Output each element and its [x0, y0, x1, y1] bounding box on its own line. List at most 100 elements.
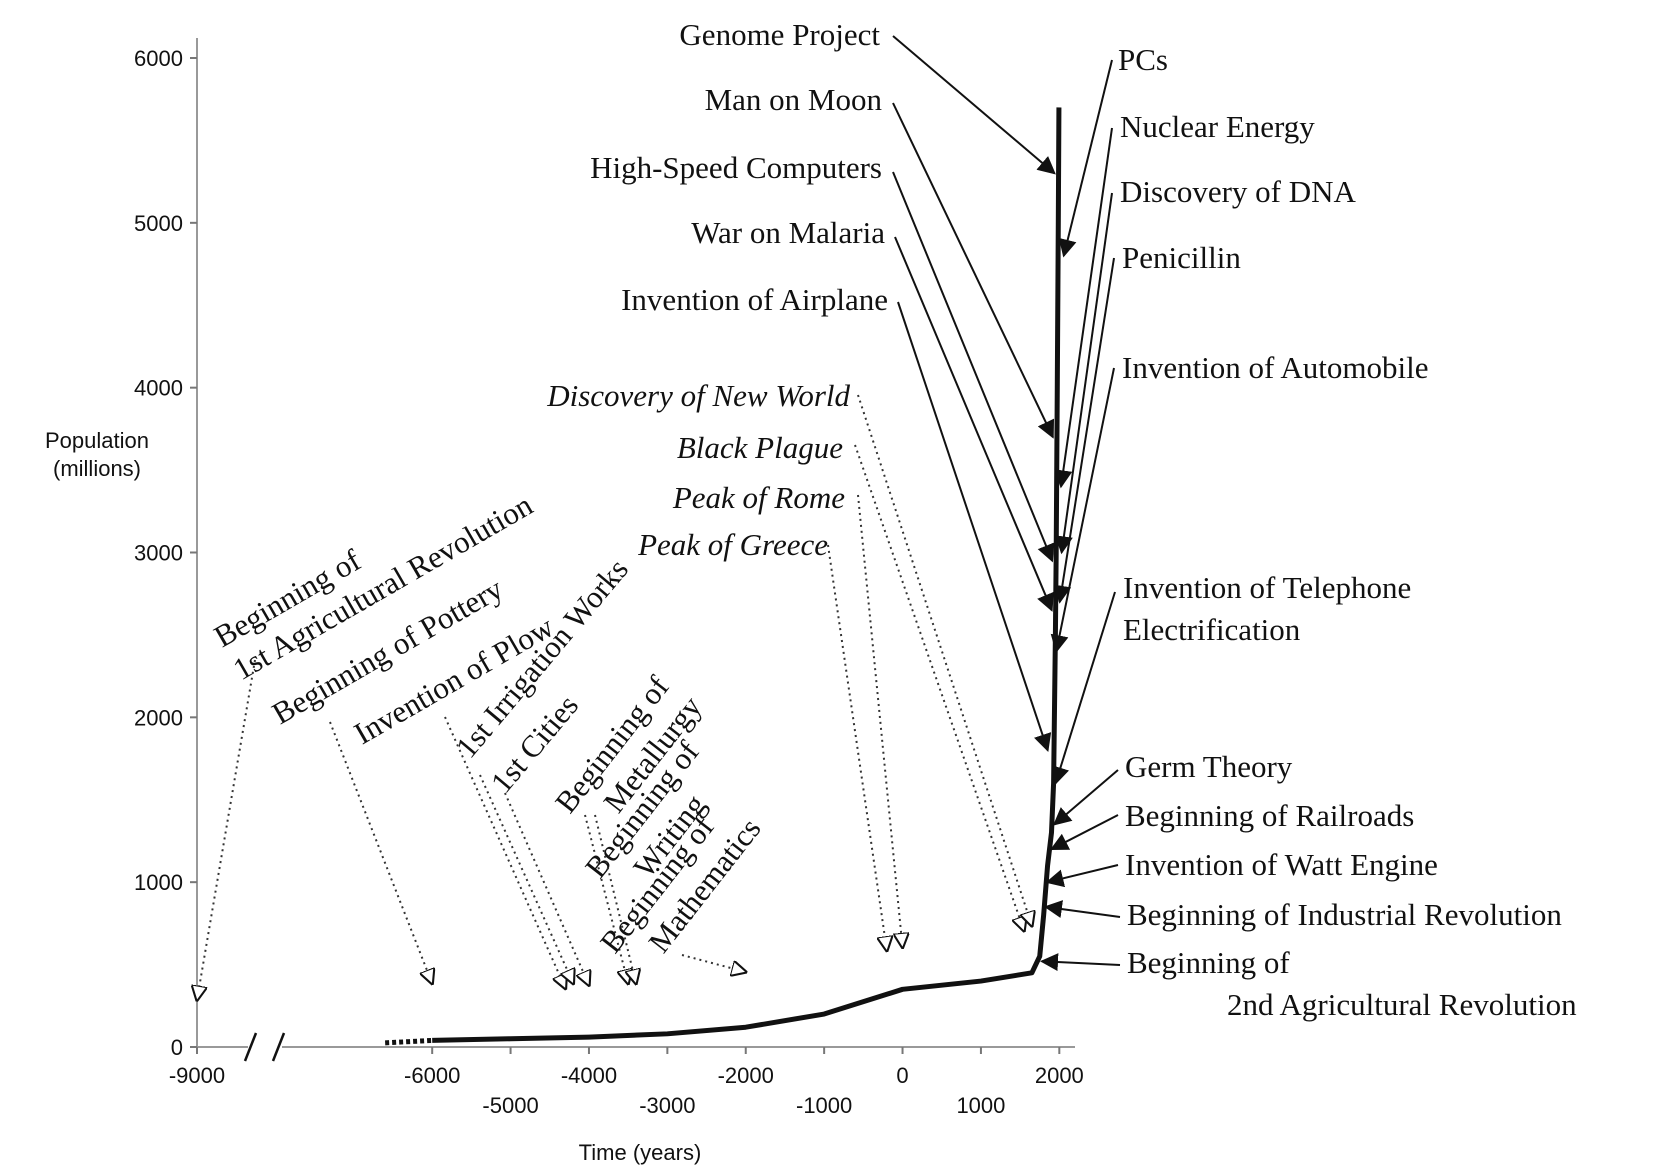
annotation-right-10-label-line: 2nd Agricultural Revolution — [1227, 987, 1577, 1022]
annotation-spike-left-1-arrow — [892, 102, 1055, 439]
annotation-right-6-label-line: Germ Theory — [1125, 749, 1293, 784]
annotation-spike-left-2-label-group: High-Speed Computers — [590, 150, 882, 185]
annotation-left-10-label-line: Black Plague — [677, 430, 843, 465]
annotation-right-2-arrow — [1054, 192, 1113, 555]
x-tick-label: -2000 — [718, 1063, 774, 1088]
annotation-left-8-label: Peak of Greece — [637, 527, 828, 562]
annotation-spike-left-0-label-group: Genome Project — [679, 17, 880, 52]
annotation-right-10-label-group: Beginning of 2nd Agricultural Revolution — [1127, 945, 1577, 1022]
x-tick-label: -9000 — [169, 1063, 225, 1088]
annotation-spike-left-0-arrow — [892, 35, 1056, 175]
annotation-right-7-label-line: Beginning of Railroads — [1125, 798, 1414, 833]
axis-break-mark — [271, 1032, 286, 1062]
annotation-left-11-arrow — [857, 394, 1032, 926]
annotation-right-5-label-group: Invention of Telephone Electrification — [1123, 570, 1411, 647]
annotation-spike-left-4-arrow — [897, 301, 1052, 753]
y-tick-label: 6000 — [134, 46, 183, 71]
annotation-right-6-label-group: Germ Theory — [1125, 749, 1293, 784]
annotation-right-5-label-line: Electrification — [1123, 612, 1301, 647]
annotation-spike-left-2-label: High-Speed Computers — [590, 150, 882, 185]
annotation-left-9-arrow — [857, 494, 903, 947]
annotation-right-7-arrow — [1050, 814, 1119, 851]
annotation-right-4-label: Invention of Automobile — [1122, 350, 1429, 385]
annotation-right-4-label-line: Invention of Automobile — [1122, 350, 1429, 385]
annotation-right-3-label-group: Penicillin — [1122, 240, 1241, 275]
annotation-spike-left-3-label: War on Malaria — [691, 215, 885, 250]
axis-break-mark — [243, 1032, 258, 1062]
x-tick-label: 0 — [896, 1063, 908, 1088]
annotation-left-9-label-group: Peak of Rome — [672, 480, 845, 515]
annotation-right-0-arrow — [1058, 59, 1113, 258]
annotation-right-2-label: Discovery of DNA — [1120, 174, 1357, 209]
annotation-right-1-label: Nuclear Energy — [1120, 109, 1315, 144]
y-tick-label: 3000 — [134, 541, 183, 566]
y-tick-label: 1000 — [134, 870, 183, 895]
annotations: Beginning of1st Agricultural RevolutionB… — [197, 17, 1577, 1022]
annotation-left-9-label: Peak of Rome — [672, 480, 845, 515]
annotation-spike-left-3-label-group: War on Malaria — [691, 215, 885, 250]
annotation-right-2-label-group: Discovery of DNA — [1120, 174, 1357, 209]
x-tick-label: 2000 — [1035, 1063, 1084, 1088]
annotation-spike-left-4-label-line: Invention of Airplane — [621, 282, 888, 317]
annotation-left-8-label-group: Peak of Greece — [637, 527, 828, 562]
x-tick-label: -4000 — [561, 1063, 617, 1088]
annotation-left-3-arrow — [479, 774, 573, 984]
annotation-right-10-label: Beginning of 2nd Agricultural Revolution — [1127, 945, 1577, 1022]
x-tick-label: -3000 — [639, 1093, 695, 1118]
annotation-right-7-label: Beginning of Railroads — [1125, 798, 1414, 833]
annotation-right-10-label-line: Beginning of — [1127, 945, 1290, 980]
annotation-right-8-label: Invention of Watt Engine — [1125, 847, 1438, 882]
annotation-right-1-arrow — [1054, 127, 1113, 489]
x-tick-label: -5000 — [482, 1093, 538, 1118]
annotation-left-6-arrow — [594, 814, 636, 984]
annotation-left-9-label-line: Peak of Rome — [672, 480, 845, 515]
annotation-right-5-label: Invention of Telephone Electrification — [1123, 570, 1411, 647]
annotation-left-11-label: Discovery of New World — [546, 378, 850, 413]
annotation-spike-left-4-label-group: Invention of Airplane — [621, 282, 888, 317]
x-tick-label: -6000 — [404, 1063, 460, 1088]
annotation-spike-left-3-label-line: War on Malaria — [691, 215, 885, 250]
annotation-right-1-label-line: Nuclear Energy — [1120, 109, 1315, 144]
annotation-right-8-label-group: Invention of Watt Engine — [1125, 847, 1438, 882]
annotation-right-5-label-line: Invention of Telephone — [1123, 570, 1411, 605]
annotation-right-8-arrow — [1045, 864, 1119, 888]
annotation-left-8-arrow — [827, 544, 887, 951]
annotation-right-9-label: Beginning of Industrial Revolution — [1127, 897, 1562, 932]
annotation-right-0-label: PCs — [1118, 42, 1168, 77]
x-tick-label: -1000 — [796, 1093, 852, 1118]
annotation-left-2-arrow — [444, 716, 565, 988]
annotation-right-3-label: Penicillin — [1122, 240, 1241, 275]
annotation-right-6-arrow — [1052, 769, 1119, 826]
annotation-left-10-label-group: Black Plague — [677, 430, 843, 465]
annotation-spike-left-2-arrow — [892, 171, 1055, 563]
annotation-right-10-arrow — [1040, 953, 1121, 972]
annotation-right-9-label-group: Beginning of Industrial Revolution — [1127, 897, 1562, 932]
annotation-left-8-label-line: Peak of Greece — [637, 527, 828, 562]
annotation-spike-left-1-label-group: Man on Moon — [705, 82, 883, 117]
annotation-left-4-arrow — [504, 792, 589, 985]
annotation-right-2-label-line: Discovery of DNA — [1120, 174, 1357, 209]
y-tick-label: 5000 — [134, 211, 183, 236]
annotation-right-9-label-line: Beginning of Industrial Revolution — [1127, 897, 1562, 932]
annotation-left-1-arrow — [329, 721, 432, 984]
annotation-left-11-label-group: Discovery of New World — [546, 378, 850, 413]
annotation-right-5-arrow — [1051, 591, 1116, 785]
annotation-right-3-label-line: Penicillin — [1122, 240, 1241, 275]
x-axis-label: Time (years) — [579, 1140, 702, 1165]
y-tick-label: 2000 — [134, 705, 183, 730]
annotation-right-7-label-group: Beginning of Railroads — [1125, 798, 1414, 833]
axes: 0 1000 2000 3000 4000 5000 6000 Population (mill… — [45, 38, 1084, 1165]
annotation-right-0-label-line: PCs — [1118, 42, 1168, 77]
annotation-spike-left-4-label: Invention of Airplane — [621, 282, 888, 317]
annotation-left-11-label-line: Discovery of New World — [546, 378, 850, 413]
annotation-spike-left-1-label-line: Man on Moon — [705, 82, 883, 117]
annotation-spike-left-2-label-line: High-Speed Computers — [590, 150, 882, 185]
annotation-right-1-label-group: Nuclear Energy — [1120, 109, 1315, 144]
annotation-left-10-arrow — [854, 444, 1024, 931]
annotation-spike-left-3-arrow — [894, 236, 1054, 612]
y-tick-label: 4000 — [134, 376, 183, 401]
annotation-right-6-label: Germ Theory — [1125, 749, 1293, 784]
x-tick-label: 1000 — [956, 1093, 1005, 1118]
